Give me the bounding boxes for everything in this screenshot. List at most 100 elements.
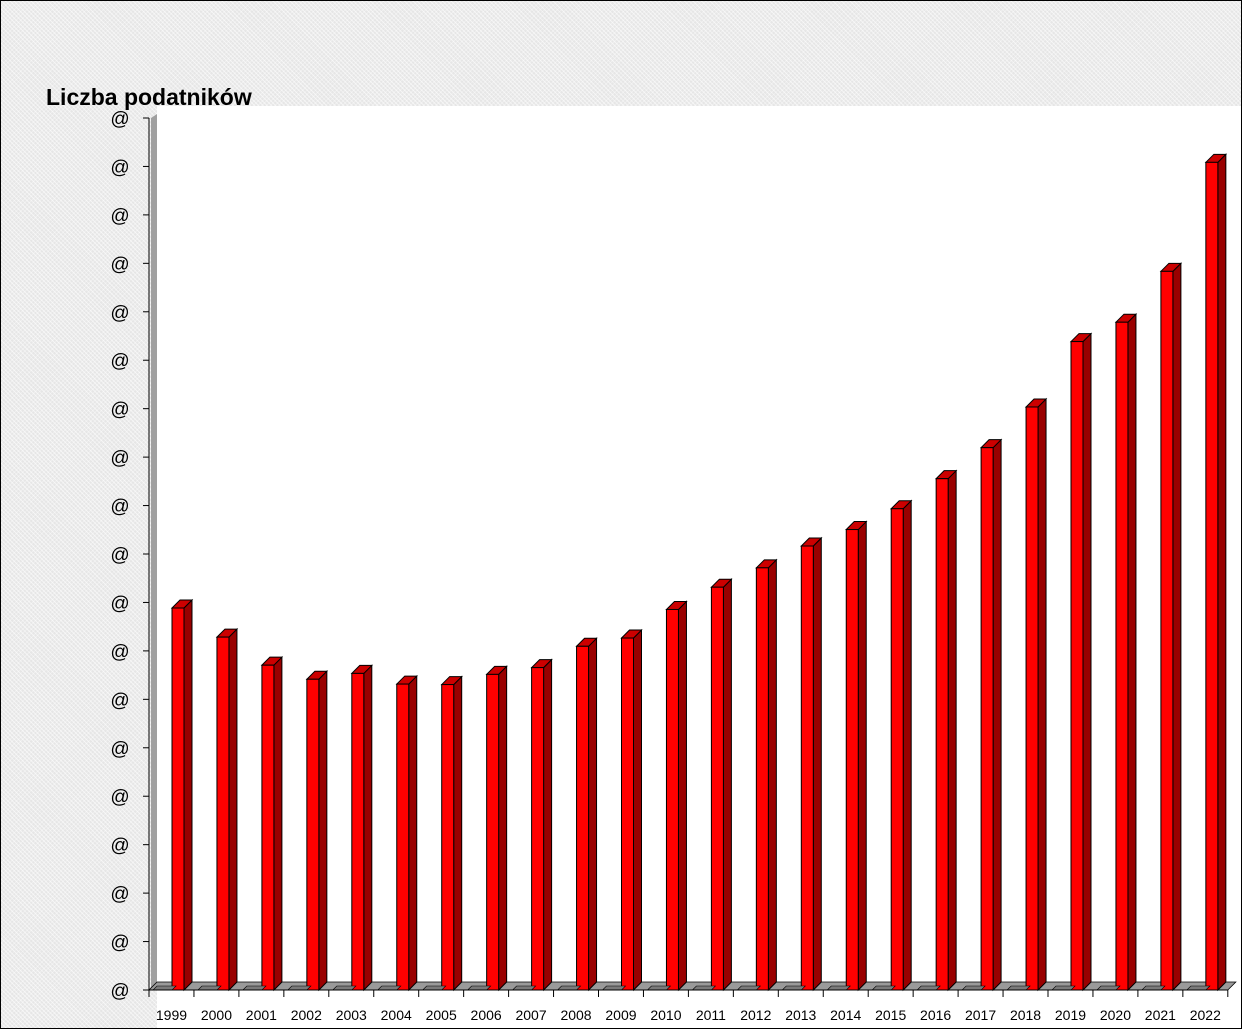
x-tick-label: 2012 [740,1007,771,1023]
bar-side [1037,397,1047,992]
bar-front [396,683,410,991]
x-tick-label: 2002 [291,1007,322,1023]
x-tick-label: 2015 [875,1007,906,1023]
bar-front [980,447,994,991]
bar-front [890,508,904,991]
bar-base-shadow [466,985,492,991]
bar-side [902,499,912,992]
bar-side [722,577,732,992]
bar-base-shadow [197,985,222,991]
y-tick-label: @ [110,836,129,857]
bar-base-shadow [1006,985,1031,991]
y-tick-label: @ [110,545,129,566]
bar-side [1127,312,1137,992]
bar [826,520,868,992]
x-tick-label: 2008 [560,1007,591,1023]
bar-base-shadow [556,985,582,991]
bar [197,627,239,992]
bar-base-shadow [781,985,807,991]
x-tick-label: 2016 [920,1007,951,1023]
bar-side [633,628,642,992]
y-tick-label: @ [110,157,129,178]
bar-front [710,586,724,991]
x-tick-label: 2009 [605,1007,636,1023]
bar-base-shadow [871,985,896,991]
bar-front [1070,341,1084,991]
bar [287,670,329,992]
bar-base-shadow [152,985,177,991]
x-tick-label: 2011 [696,1007,726,1023]
bar-side [1172,262,1182,992]
bar-side [543,658,553,992]
bar [1096,312,1138,992]
y-tick-label: @ [110,933,129,954]
y-tick-label: @ [110,351,129,372]
bar-side [1082,332,1092,992]
bar-front [1025,406,1039,991]
bar [736,558,778,992]
bar-base-shadow [332,985,357,991]
bar [1006,397,1048,992]
bar-side [363,664,373,992]
bar [377,674,418,992]
bar-side [992,438,1002,992]
bar [601,628,643,992]
bar-base-shadow [601,985,627,991]
bar-front [1115,321,1129,991]
bar-side [588,637,598,992]
y-tick-label: @ [110,400,129,421]
y-tick-label: @ [110,981,129,1002]
bar-side [1217,153,1227,992]
x-tick-label: 2013 [785,1007,816,1023]
y-tick-label: @ [110,448,129,469]
bar-base-shadow [736,985,762,991]
bar-front [845,529,859,991]
bar-front [351,672,365,991]
plot-wall [157,106,1241,1028]
bar-front [935,478,949,991]
bar-front [755,567,769,991]
x-tick-label: 2021 [1145,1007,1176,1023]
x-tick-label: 2022 [1190,1007,1221,1023]
chart-title: Liczba podatników [46,84,252,110]
bar-base-shadow [1051,985,1076,991]
bar-side [228,627,238,992]
y-tick-label: @ [110,303,129,324]
x-tick-label: 2020 [1100,1007,1131,1023]
x-axis: 1999 2000 2001 2002 2003 2004 2005 2006 2007 2008… [148,989,1229,1023]
bar [556,637,598,992]
bar-base-shadow [916,985,941,991]
bar [646,600,688,992]
x-tick-label: 2003 [336,1007,367,1023]
bar-front [621,637,634,991]
y-axis: @ @ @ @ @ @ @ @ @ @ @ @ @ @ @ @ @ @ @ [110,109,150,1002]
x-tick-label: 2014 [830,1007,861,1023]
bar-front [171,607,185,991]
y-tick-label: @ [110,787,129,808]
bar-front [665,608,679,991]
bar [961,438,1003,992]
bar-base-shadow [1096,985,1121,991]
bars [152,153,1228,992]
bar-base-shadow [961,985,986,991]
bar-side [812,536,822,992]
bar-front [486,673,500,991]
bar-side [947,469,957,992]
bar-front [306,678,320,991]
bar-side [453,675,463,992]
bar-side [183,598,193,992]
bar-base-shadow [1186,985,1211,991]
bar-side [767,558,777,992]
bar-base-shadow [287,985,312,991]
bar-front [576,645,590,991]
bar-base-shadow [242,985,267,991]
bar-base-shadow [826,985,851,991]
bar-base-shadow [377,985,402,991]
bar-base-shadow [1141,985,1166,991]
bar [332,664,374,992]
bar-front [216,636,230,991]
bar-front [261,664,275,991]
bar-front [1205,161,1219,991]
y-tick-label: @ [110,739,129,760]
